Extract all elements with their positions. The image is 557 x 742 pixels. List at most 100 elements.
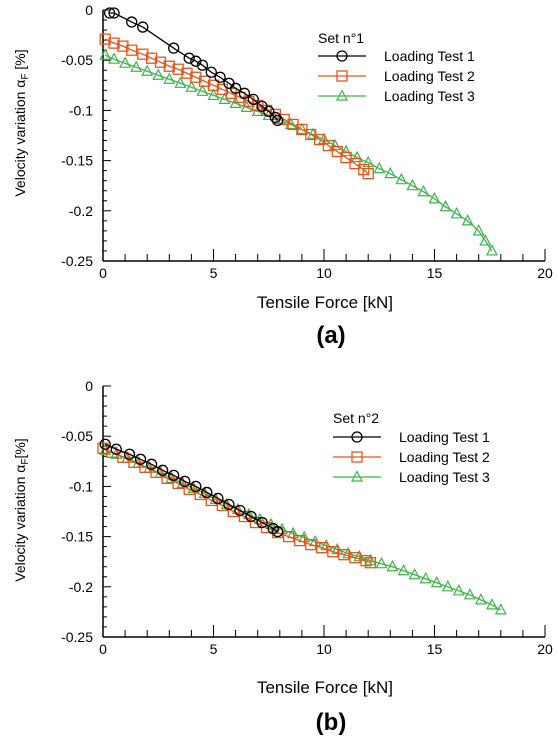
data-point [130,60,143,72]
x-tick-label: 15 [427,265,443,281]
y-tick-label: -0.25 [61,629,93,645]
data-point [108,7,120,19]
y-tick-label: -0.15 [61,153,93,169]
data-point [419,571,432,584]
chart-panel-a: Velocity variation αF [%] Tensile Force … [12,2,553,349]
legend-title: Set n°2 [333,410,379,426]
data-point [174,76,187,88]
data-point [256,516,268,529]
legend-swatch-marker [351,451,363,463]
y-tick-label: -0.1 [69,102,93,118]
legend-label: Loading Test 3 [384,88,475,104]
data-point [472,224,485,236]
series-line [104,443,278,533]
data-point [428,191,441,204]
data-point [450,207,463,219]
data-point [395,172,408,185]
data-point [238,87,251,99]
data-point [190,71,202,83]
series-1 [99,438,284,538]
data-point [406,178,419,191]
data-point [207,79,220,91]
data-point [103,7,116,19]
legend-label: Loading Test 1 [399,429,490,445]
data-point [463,588,476,600]
data-point [349,157,361,170]
data-point [110,443,122,455]
data-point [494,603,507,615]
y-tick-label: -0.2 [69,203,93,219]
y-axis-title: Velocity variation αF [%] [12,49,31,196]
y-tick-label: -0.1 [69,478,93,494]
data-point [245,510,257,523]
data-point [212,492,224,505]
x-tick-label: 0 [99,265,107,281]
data-point [99,48,112,60]
data-point [316,541,328,554]
data-point [119,56,132,68]
series-2 [99,33,374,180]
data-point [305,538,317,551]
data-point [386,559,399,572]
data-point [271,114,284,127]
data-point [185,80,198,92]
data-point [123,448,136,460]
data-point [168,42,180,54]
data-point [479,234,492,246]
data-point [408,567,421,580]
data-point [430,575,443,588]
data-point [338,549,350,561]
legend-item: Loading Test 3 [318,88,475,104]
data-point [229,82,242,94]
legend-label: Loading Test 2 [384,68,475,84]
data-point [397,563,410,576]
data-point [141,64,154,76]
data-point [461,214,474,226]
data-point [145,458,158,470]
data-point [313,133,326,146]
panel-label: (a) [316,322,345,349]
data-point [349,552,361,564]
data-point [331,145,343,158]
data-point [152,68,165,80]
legend-item: Loading Test 1 [333,429,490,445]
legend-item: Loading Test 3 [333,469,490,485]
data-point [439,199,452,212]
data-point [205,66,217,78]
data-point [168,469,180,482]
data-point [181,67,193,79]
data-point [163,72,176,84]
legend-label: Loading Test 2 [399,449,490,465]
data-point [441,580,454,592]
legend-swatch-marker [336,89,348,101]
series-1 [103,7,284,127]
x-tick-label: 10 [316,641,332,657]
legend: Set n°1 Loading Test 1 Loading Test 2 Loadi… [318,30,475,104]
data-point [214,71,226,83]
x-tick-label: 15 [427,641,443,657]
data-point [199,75,211,87]
data-point [322,139,335,152]
legend-item: Loading Test 2 [318,68,475,84]
data-point [327,546,339,558]
data-point [294,534,306,547]
data-point [375,556,388,569]
data-point [417,184,430,197]
x-tick-label: 5 [210,265,218,281]
data-point [452,584,465,596]
x-tick-label: 20 [537,265,553,281]
x-tick-label: 0 [99,641,107,657]
legend-swatch-marker [336,70,348,82]
data-point [234,504,246,517]
x-tick-label: 10 [316,265,332,281]
data-point [373,161,386,174]
y-axis-title: Velocity variation αF[%] [12,438,31,581]
series-line [104,38,369,175]
x-tick-label: 5 [210,641,218,657]
data-point [364,557,377,569]
data-point [137,48,149,60]
data-point [216,83,228,95]
data-point [190,55,202,67]
data-point [137,21,149,33]
